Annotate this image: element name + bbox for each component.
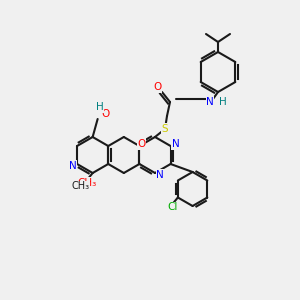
Text: CH₃: CH₃ <box>77 178 96 188</box>
Text: N: N <box>206 97 214 107</box>
Text: O: O <box>137 139 146 149</box>
Text: H: H <box>219 97 227 107</box>
Text: O: O <box>101 109 110 119</box>
Text: N: N <box>69 161 77 171</box>
Text: H: H <box>96 102 104 112</box>
Text: N: N <box>172 139 179 149</box>
Text: N: N <box>156 170 164 180</box>
Text: Cl: Cl <box>168 202 178 212</box>
Text: S: S <box>162 124 168 134</box>
Text: O: O <box>153 82 161 92</box>
Text: CH₃: CH₃ <box>72 181 90 191</box>
